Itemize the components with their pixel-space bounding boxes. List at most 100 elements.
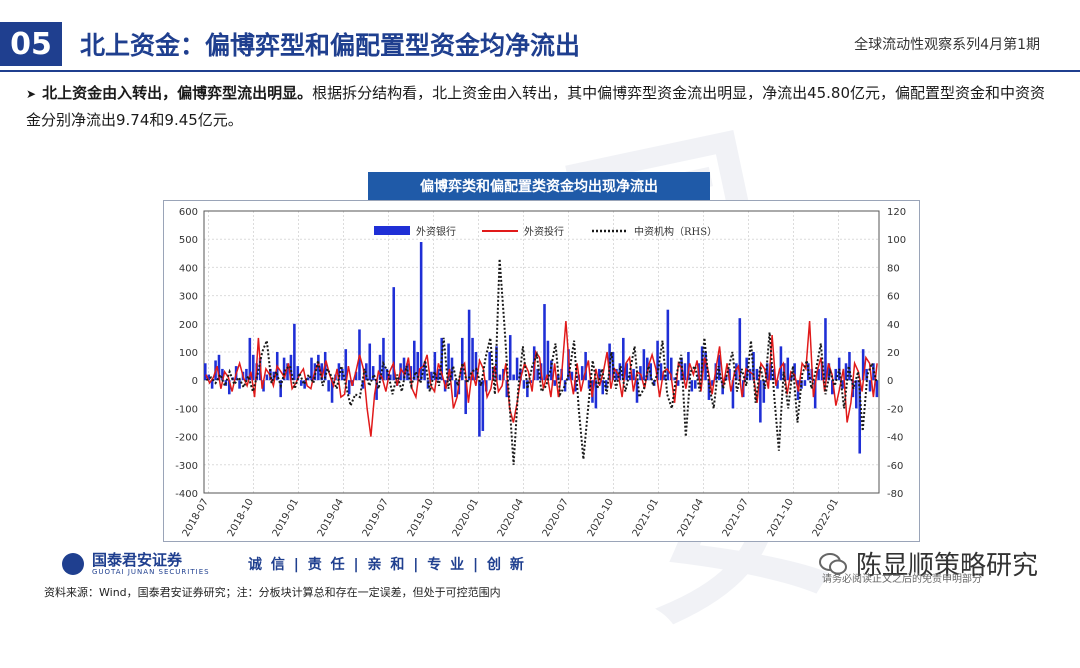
bar-foreign-bank [310,357,313,381]
bar-foreign-bank [841,380,844,389]
bar-foreign-bank [772,368,776,381]
bar-foreign-bank [786,357,790,381]
right-tick-label: 120 [887,207,906,218]
bar-foreign-bank [861,349,865,381]
bar-foreign-bank [536,368,539,381]
bar-foreign-bank [505,380,509,398]
legend-swatch-bank [374,226,410,235]
bar-foreign-bank [800,380,803,389]
bar-foreign-bank [731,380,735,409]
bar-foreign-bank [337,363,341,381]
bar-foreign-bank [594,380,598,409]
bar-foreign-bank [604,380,608,389]
bar-foreign-bank [265,374,269,381]
bar-foreign-bank [481,380,485,431]
bar-foreign-bank [227,380,231,395]
bar-foreign-bank [817,368,820,381]
bar-foreign-bank [478,380,481,437]
bar-foreign-bank [262,380,265,392]
summary-bullet: ➤ 北上资金由入转出，偏博弈型流出明显。根据拆分结构看，北上资金由入转出，其中偏博… [26,80,1046,133]
bar-foreign-bank [707,380,711,400]
brand-name: 陈显顺策略研究 [856,551,1039,581]
bar-foreign-bank [848,352,851,381]
bar-foreign-bank [656,340,659,381]
company-logo: 国泰君安证券 GUOTAI JUNAN SECURITIES [62,552,210,576]
bar-foreign-bank [659,363,663,381]
bar-foreign-bank [341,368,344,381]
left-tick-label: 400 [179,263,198,274]
bar-foreign-bank [652,380,656,386]
bar-foreign-bank [402,357,406,381]
bar-foreign-bank [498,374,502,381]
x-tick-label: 2020-07 [541,497,571,539]
bar-foreign-bank [748,368,752,381]
bar-foreign-bank [803,380,807,386]
legend-label: 外资银行 [416,225,456,238]
bar-foreign-bank [827,363,831,381]
bar-foreign-bank [728,368,731,381]
left-tick-label: -300 [175,461,198,472]
logo-sub: GUOTAI JUNAN SECURITIES [92,568,210,576]
left-tick-label: 500 [179,235,198,246]
bar-foreign-bank [204,363,207,381]
bar-foreign-bank [683,363,687,381]
bar-foreign-bank [389,374,392,381]
bar-foreign-bank [858,380,862,454]
bar-foreign-bank [306,377,310,381]
bar-foreign-bank [793,363,796,381]
page-title: 北上资金：偏博弈型和偏配置型资金均净流出 [80,31,581,60]
bar-foreign-bank [687,352,690,381]
bar-foreign-bank [855,380,858,409]
bar-foreign-bank [248,337,252,381]
wechat-brand: 陈显顺策略研究 [818,545,1038,582]
x-tick-label: 2018-10 [226,497,256,539]
bar-foreign-bank [330,380,334,403]
bar-foreign-bank [317,354,320,381]
company-motto: 诚 信 | 责 任 | 亲 和 | 专 业 | 创 新 [248,557,526,573]
bar-foreign-bank [299,380,303,386]
bar-foreign-bank [779,346,783,381]
right-tick-label: -20 [887,404,903,415]
bar-foreign-bank [354,371,358,381]
bar-foreign-bank [436,368,440,381]
bar-foreign-bank [471,337,474,381]
left-tick-label: -200 [175,433,198,444]
x-tick-label: 2019-01 [271,497,301,539]
bar-foreign-bank [690,380,694,392]
bar-foreign-bank [430,371,433,381]
bar-foreign-bank [423,363,426,381]
x-tick-label: 2020-01 [451,497,481,539]
right-tick-label: 80 [887,263,900,274]
bar-foreign-bank [724,374,728,381]
bar-foreign-bank [632,368,635,381]
x-tick-label: 2019-07 [361,497,391,539]
bar-foreign-bank [628,374,632,381]
bar-foreign-bank [642,349,646,381]
bar-foreign-bank [526,380,529,398]
line-domestic-institutions [205,258,878,465]
bar-foreign-bank [413,340,416,381]
bar-foreign-bank [245,368,248,381]
bar-foreign-bank [563,380,567,392]
bar-foreign-bank [382,337,385,381]
bar-foreign-bank [755,368,759,381]
legend-label: 中资机构（RHS） [634,225,717,238]
bar-foreign-bank [426,380,430,389]
bar-foreign-bank [433,352,437,381]
bar-foreign-bank [611,352,615,381]
left-tick-label: 600 [179,207,198,218]
right-tick-label: -40 [887,433,903,444]
bar-foreign-bank [550,360,553,381]
right-tick-label: 20 [887,348,900,359]
x-tick-label: 2021-10 [766,497,796,539]
x-tick-label: 2019-10 [406,497,436,539]
bar-foreign-bank [296,366,300,381]
bar-foreign-bank [368,343,372,381]
bar-foreign-bank [447,343,450,381]
bar-foreign-bank [385,368,389,381]
bar-foreign-bank [286,363,289,381]
left-tick-label: 0 [192,376,198,387]
bar-foreign-bank [639,366,642,381]
bar-foreign-bank [375,380,378,400]
chart-svg: -400-300-200-1000100200300400500600-80-6… [175,207,906,539]
